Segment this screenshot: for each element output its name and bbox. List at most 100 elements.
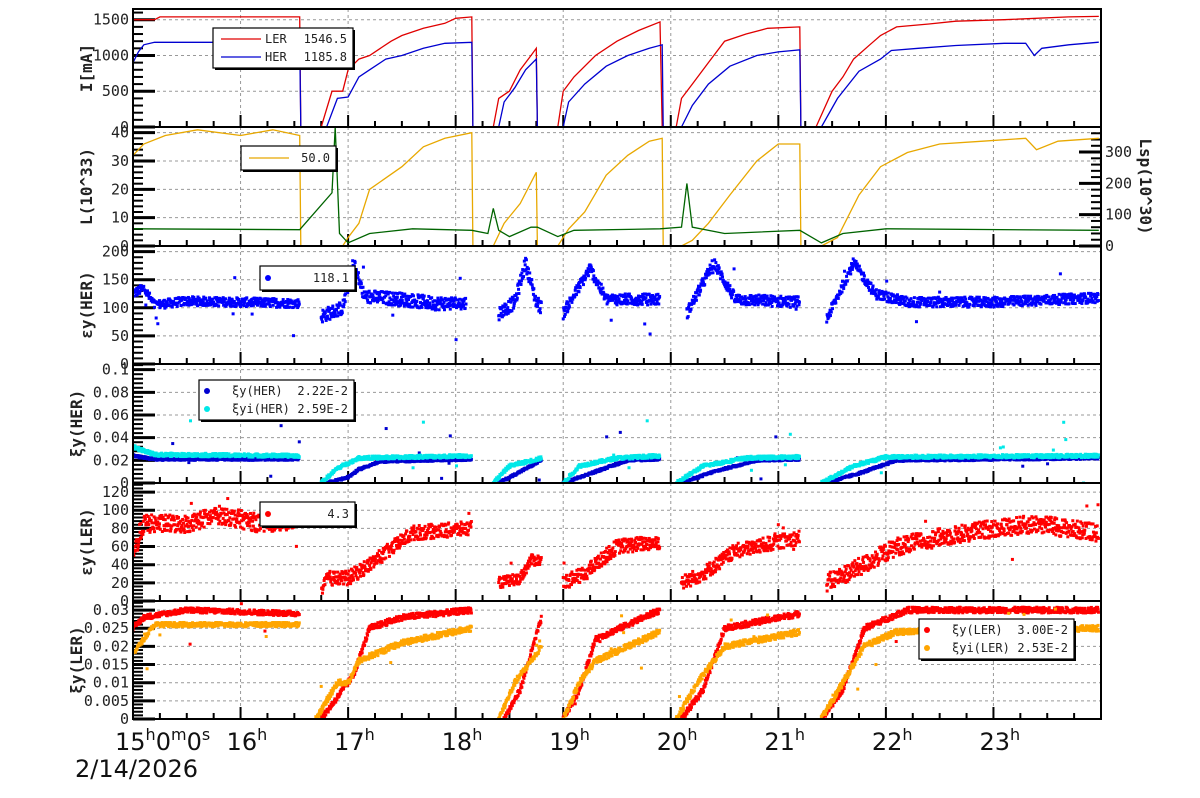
legend: 118.1 [259, 265, 357, 292]
data-point [596, 279, 600, 283]
data-point [733, 297, 737, 301]
data-point [500, 306, 504, 310]
y-axis-title: ξy(HER) [67, 390, 86, 457]
data-point [871, 286, 875, 290]
data-point [331, 311, 335, 315]
data-point [530, 283, 534, 287]
data-point [741, 297, 745, 301]
data-point [1007, 298, 1011, 302]
data-point [171, 442, 175, 446]
data-point [907, 302, 911, 306]
data-point [1063, 292, 1067, 296]
data-point [447, 301, 451, 305]
data-point [1073, 302, 1077, 306]
data-point [268, 305, 272, 309]
data-point [701, 475, 705, 479]
data-point [328, 307, 332, 311]
data-point [1020, 304, 1024, 308]
data-point [614, 299, 618, 303]
data-point [389, 298, 393, 302]
data-point [874, 288, 878, 292]
data-point [893, 298, 897, 302]
data-point [1096, 299, 1100, 303]
data-point [449, 299, 453, 303]
data-point [324, 316, 328, 320]
data-point [737, 294, 741, 298]
data-point [564, 306, 568, 310]
data-point [591, 269, 595, 273]
data-point [790, 298, 794, 302]
y-tick-label: 30 [111, 152, 129, 170]
data-point [629, 296, 633, 300]
data-point [845, 274, 849, 278]
data-point [336, 306, 340, 310]
data-point [916, 300, 920, 304]
data-point [971, 297, 975, 301]
data-point [205, 299, 209, 303]
data-point [163, 303, 167, 307]
data-point [705, 270, 709, 274]
data-point [998, 303, 1002, 307]
data-point [533, 297, 537, 301]
data-point [160, 451, 164, 455]
data-point [420, 305, 424, 309]
data-point [387, 300, 391, 304]
data-point [387, 290, 391, 294]
data-point [886, 291, 890, 295]
data-point [1058, 302, 1062, 306]
data-point [571, 297, 575, 301]
data-point [1042, 299, 1046, 303]
data-point [787, 302, 791, 306]
data-point [869, 291, 873, 295]
data-point [423, 301, 427, 305]
data-point [931, 305, 935, 309]
data-point [160, 304, 164, 308]
data-point [790, 296, 794, 300]
data-point [957, 299, 961, 303]
data-point [292, 334, 296, 338]
data-point [780, 297, 784, 301]
data-point [653, 295, 657, 299]
data-point [923, 299, 927, 303]
data-point [536, 461, 540, 465]
data-point [958, 296, 962, 300]
legend-box [259, 265, 356, 291]
data-point [919, 301, 923, 305]
data-point [136, 291, 140, 295]
data-point [154, 316, 158, 320]
data-point [1037, 295, 1041, 299]
data-point [448, 434, 452, 438]
data-point [204, 296, 208, 300]
data-point [445, 298, 449, 302]
data-point [168, 453, 172, 457]
data-point [157, 454, 161, 458]
data-point [792, 297, 796, 301]
data-point [1096, 292, 1100, 296]
data-point [229, 304, 233, 308]
data-point [899, 301, 903, 305]
data-point [430, 296, 434, 300]
data-point [849, 266, 853, 270]
y2-axis-title: Lsp(10^30) [1136, 138, 1155, 234]
data-point [943, 302, 947, 306]
data-point [981, 302, 985, 306]
data-point [427, 305, 431, 309]
data-point [644, 292, 648, 296]
data-point [620, 300, 624, 304]
legend-marker-swatch [265, 275, 271, 281]
data-point [374, 298, 378, 302]
series-line-her [133, 41, 1099, 127]
data-point [1072, 293, 1076, 297]
data-point [265, 302, 269, 306]
data-point [627, 292, 631, 296]
data-point [404, 297, 408, 301]
data-point [363, 290, 367, 294]
data-point [592, 274, 596, 278]
data-point [368, 301, 372, 305]
data-point [726, 281, 730, 285]
data-point [417, 306, 421, 310]
data-point [761, 302, 765, 306]
data-point [192, 295, 196, 299]
data-point [153, 305, 157, 309]
data-point [604, 296, 608, 300]
